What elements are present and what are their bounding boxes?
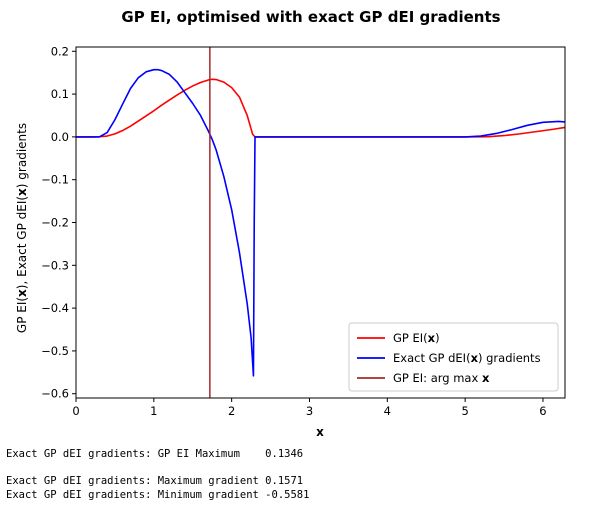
x-tick-label: 0 — [72, 404, 79, 418]
x-tick-label: 5 — [461, 404, 468, 418]
legend-entry-gp-ei: GP EI(x) — [393, 331, 440, 345]
legend-entry-argmax: GP EI: arg max x — [393, 371, 490, 385]
y-tick-label: −0.5 — [41, 344, 69, 358]
y-axis: 0.2 0.1 0.0 −0.1 −0.2 −0.3 −0.4 −0.5 −0.6 — [41, 44, 76, 401]
y-tick-label: −0.4 — [41, 301, 69, 315]
legend: GP EI(x) Exact GP dEI(x) gradients GP EI: … — [348, 322, 559, 392]
legend-box — [348, 322, 559, 392]
x-tick-label: 6 — [539, 404, 546, 418]
chart-title: GP EI, optimised with exact GP dEI gradi… — [121, 8, 500, 26]
y-tick-label: 0.2 — [51, 44, 69, 58]
x-tick-label: 2 — [228, 404, 235, 418]
y-tick-label: −0.2 — [41, 216, 69, 230]
x-tick-label: 1 — [150, 404, 157, 418]
output-line: Exact GP dEI gradients: Minimum gradient… — [6, 489, 310, 501]
y-tick-label: −0.3 — [41, 258, 69, 272]
console-output: Exact GP dEI gradients: GP EI Maximum 0.… — [6, 447, 309, 502]
y-tick-label: 0.1 — [51, 87, 69, 101]
legend-entry-dei-gradients: Exact GP dEI(x) gradients — [393, 351, 541, 365]
output-blank-line — [6, 461, 309, 474]
output-line: Exact GP dEI gradients: Maximum gradient… — [6, 475, 304, 487]
x-tick-label: 4 — [384, 404, 391, 418]
y-tick-label: −0.6 — [41, 387, 69, 401]
x-tick-label: 3 — [306, 404, 313, 418]
output-line: Exact GP dEI gradients: GP EI Maximum 0.… — [6, 448, 304, 460]
y-tick-label: 0.0 — [51, 130, 69, 144]
x-axis-label: x — [316, 425, 324, 439]
series-dei-gradient-line — [76, 68, 566, 377]
y-tick-label: −0.1 — [41, 173, 69, 187]
plot-lines — [76, 47, 566, 398]
chart: GP EI, optimised with exact GP dEI gradi… — [15, 8, 566, 439]
series-gp-ei-line — [76, 78, 566, 138]
x-axis: 0 1 2 3 4 5 6 — [72, 398, 547, 418]
y-axis-label: GP EI(x), Exact GP dEI(x) gradients — [15, 123, 29, 333]
